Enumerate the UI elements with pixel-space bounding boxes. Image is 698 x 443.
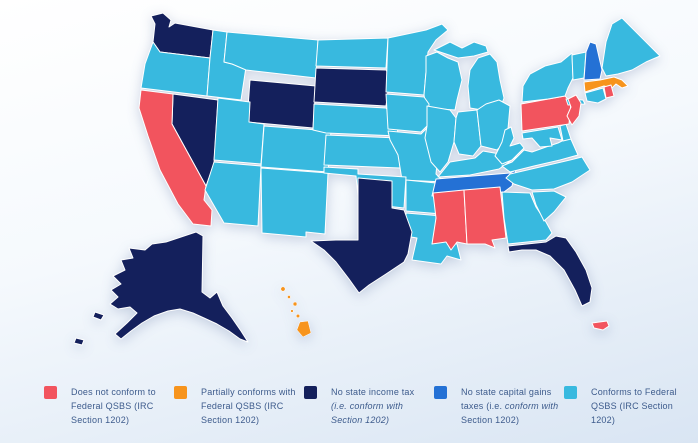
legend-label-conforms: Conforms to Federal QSBS (IRC Section 12…	[591, 387, 677, 425]
state-alaska[interactable]	[73, 231, 249, 346]
state-connecticut[interactable]	[584, 87, 607, 104]
state-arizona[interactable]	[204, 161, 262, 227]
legend-item-no_income_tax: No state income tax (i.e. conform with S…	[304, 385, 434, 427]
state-utah[interactable]	[213, 97, 265, 165]
legend-swatch-no_income_tax	[304, 386, 317, 399]
legend-item-conforms: Conforms to Federal QSBS (IRC Section 12…	[564, 385, 694, 427]
state-texas[interactable]	[310, 177, 413, 294]
state-colorado[interactable]	[260, 125, 332, 173]
state-maryland[interactable]	[521, 126, 563, 148]
state-new-hampshire[interactable]	[583, 41, 603, 81]
state-maine[interactable]	[601, 17, 661, 77]
state-nebraska[interactable]	[312, 103, 399, 137]
state-iowa[interactable]	[385, 93, 430, 133]
us-conformity-map	[73, 12, 661, 346]
legend-item-does_not_conform: Does not conform to Federal QSBS (IRC Se…	[44, 385, 174, 427]
legend-label-partially_conforms: Partially conforms with Federal QSBS (IR…	[201, 387, 296, 425]
state-florida[interactable]	[507, 235, 593, 307]
legend-swatch-conforms	[564, 386, 577, 399]
legend-swatch-does_not_conform	[44, 386, 57, 399]
legend: Does not conform to Federal QSBS (IRC Se…	[44, 385, 696, 427]
state-puerto-rico[interactable]	[591, 320, 610, 331]
state-west-virginia[interactable]	[494, 126, 525, 165]
state-washington[interactable]	[150, 12, 214, 59]
state-north-carolina[interactable]	[505, 156, 591, 191]
state-rhode-island[interactable]	[603, 84, 615, 99]
state-massachusetts[interactable]	[583, 76, 629, 93]
legend-label-no_capital_gains: No state capital gains taxes (i.e. confo…	[461, 387, 559, 425]
state-south-carolina[interactable]	[531, 190, 567, 222]
state-alabama[interactable]	[463, 186, 507, 249]
legend-item-no_capital_gains: No state capital gains taxes (i.e. confo…	[434, 385, 564, 427]
state-minnesota[interactable]	[385, 23, 449, 96]
legend-label-does_not_conform: Does not conform to Federal QSBS (IRC Se…	[71, 387, 156, 425]
state-new-mexico[interactable]	[260, 167, 329, 238]
legend-item-partially_conforms: Partially conforms with Federal QSBS (IR…	[174, 385, 304, 427]
state-mississippi[interactable]	[431, 189, 468, 251]
legend-swatch-partially_conforms	[174, 386, 187, 399]
state-wyoming[interactable]	[246, 79, 317, 129]
legend-label-no_income_tax: No state income tax (i.e. conform with S…	[331, 387, 415, 425]
state-new-jersey[interactable]	[566, 94, 582, 126]
state-south-dakota[interactable]	[313, 67, 391, 107]
state-north-dakota[interactable]	[315, 37, 389, 69]
state-kansas[interactable]	[323, 134, 401, 169]
state-hawaii[interactable]	[280, 286, 312, 338]
state-illinois[interactable]	[424, 105, 457, 173]
state-georgia[interactable]	[501, 191, 553, 245]
state-wisconsin[interactable]	[423, 51, 463, 111]
state-ohio[interactable]	[476, 99, 511, 151]
legend-swatch-no_capital_gains	[434, 386, 447, 399]
state-california[interactable]	[138, 89, 213, 227]
state-indiana[interactable]	[453, 109, 482, 157]
